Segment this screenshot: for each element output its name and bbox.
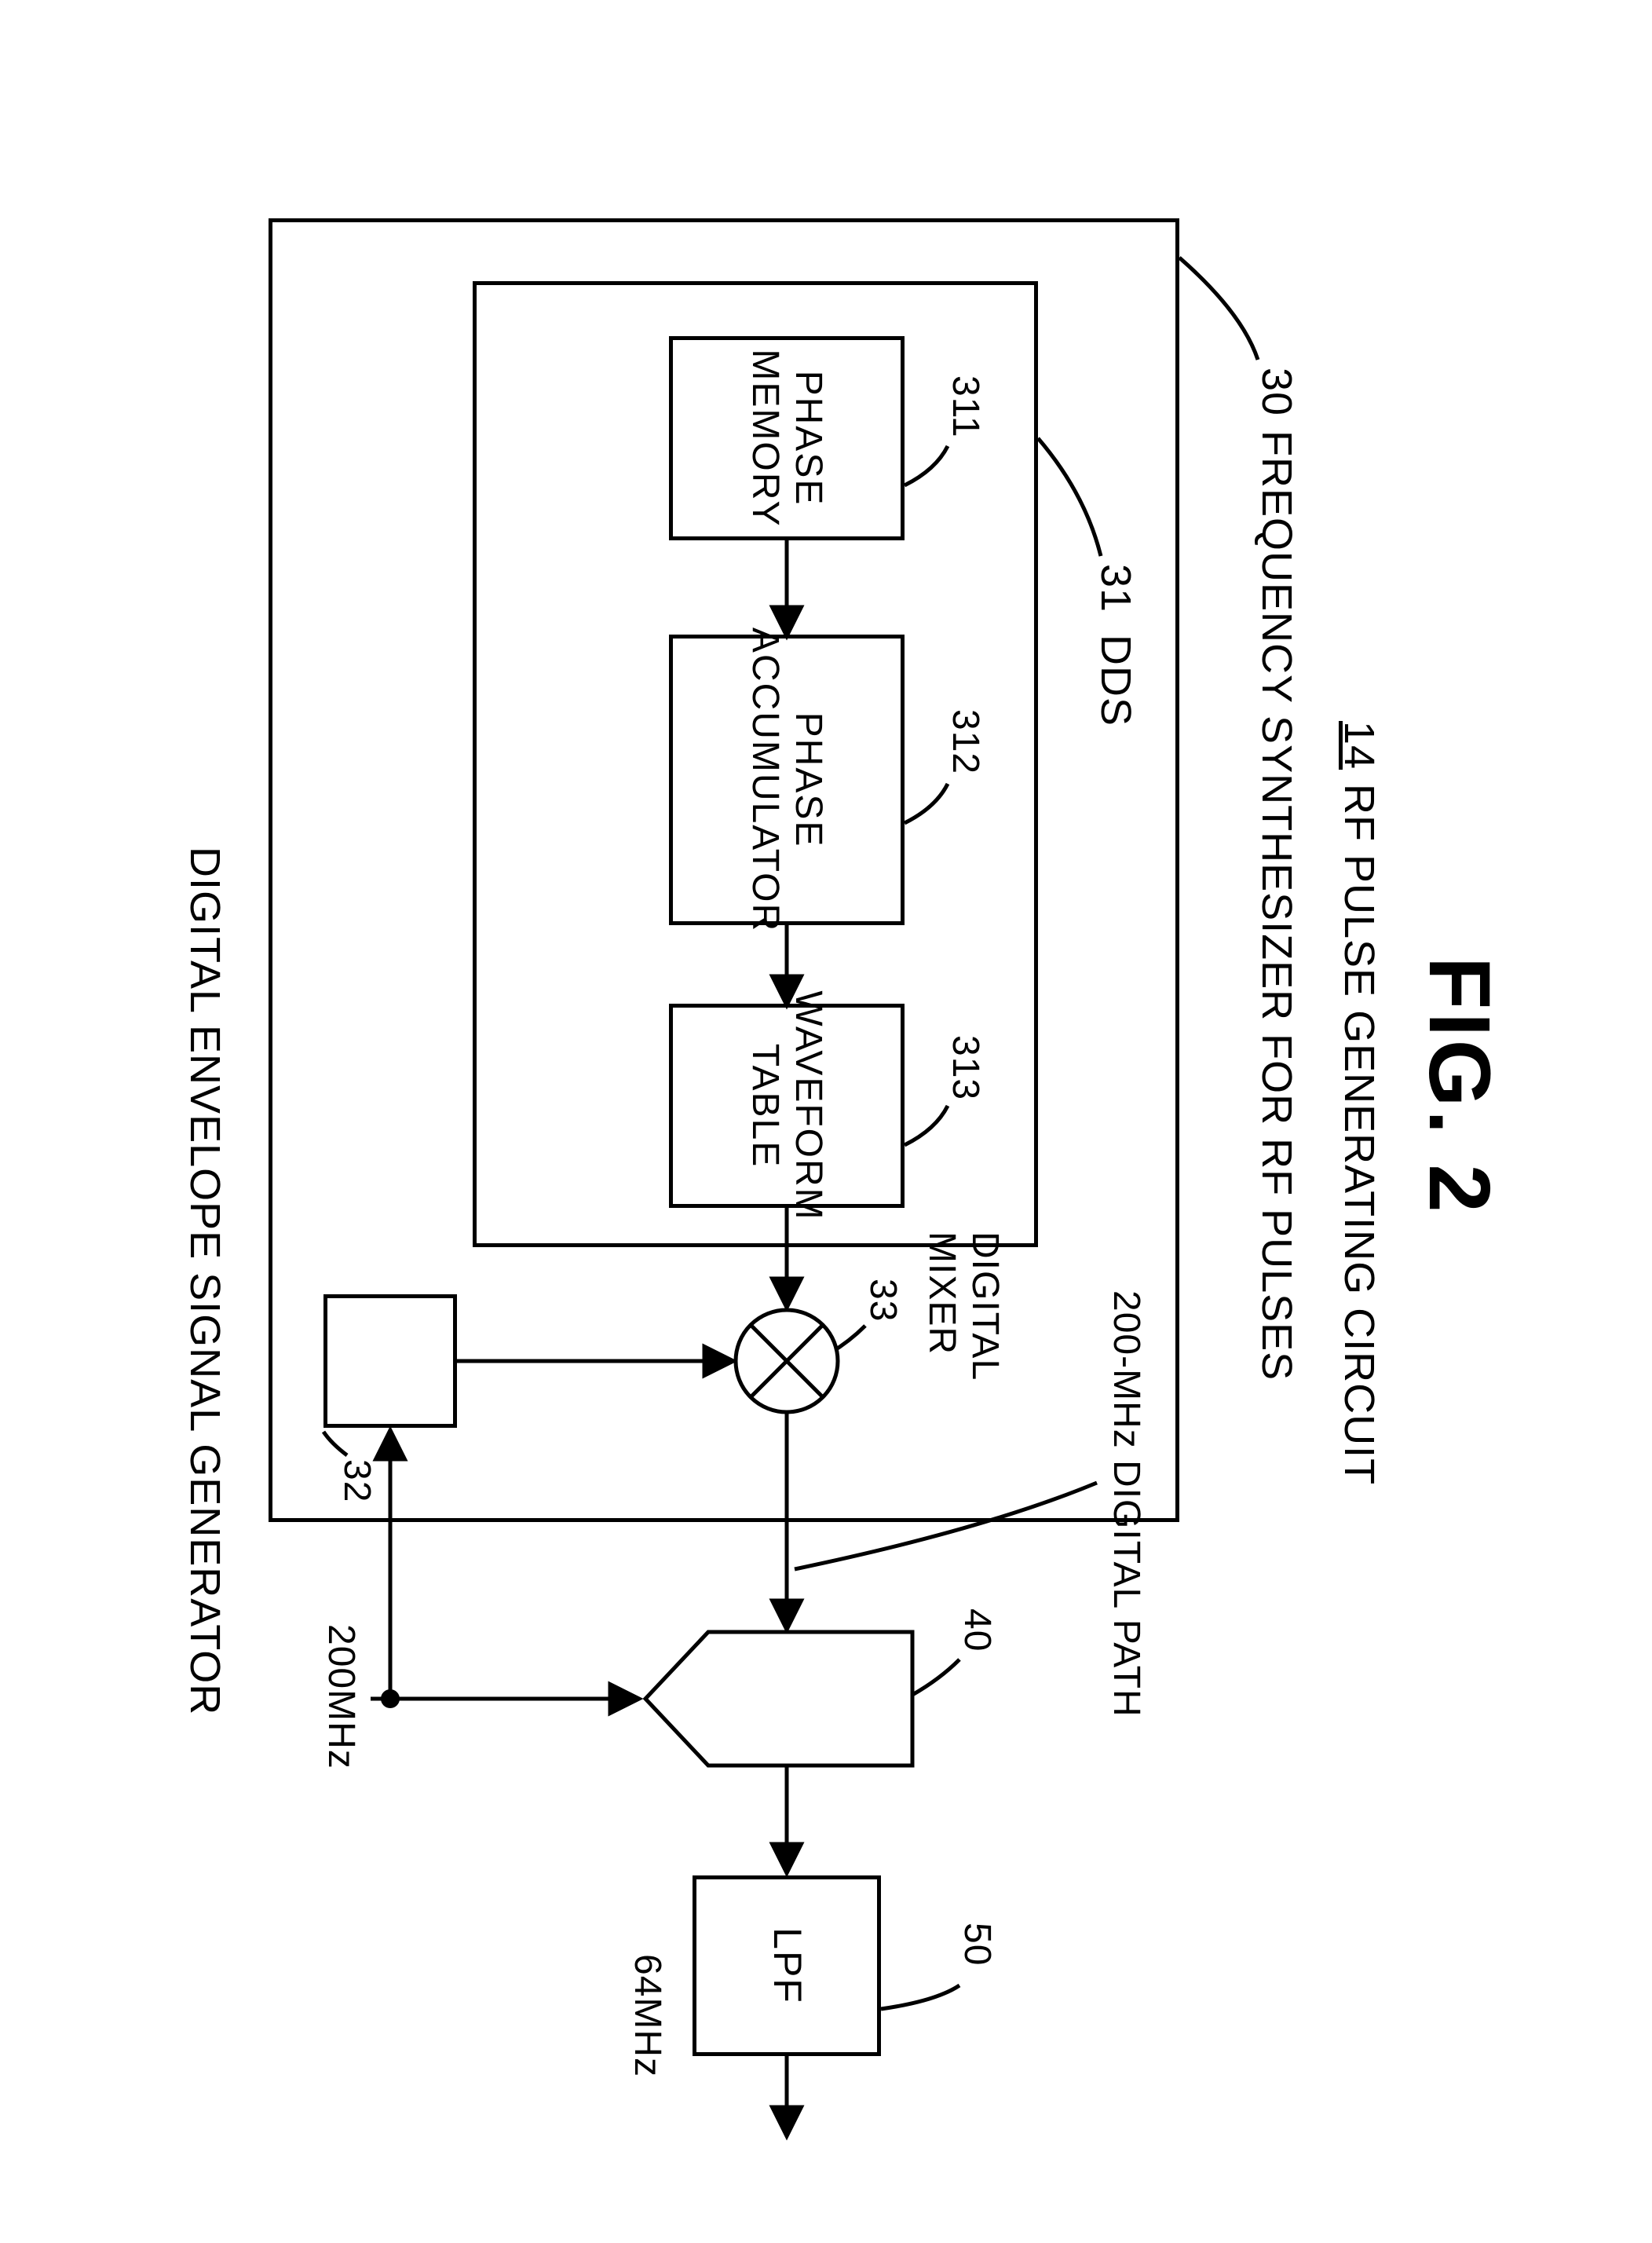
envelope-box bbox=[323, 1294, 457, 1428]
mixer-ref: 33 bbox=[861, 1279, 905, 1322]
da-ref: 40 bbox=[956, 1608, 999, 1652]
lpf-ref: 50 bbox=[956, 1923, 999, 1966]
circuit-label-num: 14 bbox=[1335, 721, 1383, 770]
phase-memory-ref: 311 bbox=[944, 375, 987, 438]
phase-accum-label: PHASEACCUMULATOR bbox=[673, 639, 901, 921]
circuit-label-text: RF PULSE GENERATING CIRCUIT bbox=[1335, 784, 1383, 1485]
digital-path-label: 200-MHz DIGITAL PATH bbox=[1105, 1290, 1148, 1718]
phase-memory-label: PHASEMEMORY bbox=[673, 340, 901, 536]
envelope-label: DIGITAL ENVELOPE SIGNAL GENERATOR bbox=[181, 847, 229, 1715]
envelope-ref: 32 bbox=[335, 1459, 378, 1502]
phase-accum-box: PHASEACCUMULATOR bbox=[669, 635, 905, 925]
lpf-box: LPF bbox=[693, 1875, 881, 2056]
waveform-label: WAVEFORMTABLE bbox=[673, 1008, 901, 1204]
waveform-ref: 313 bbox=[944, 1035, 987, 1100]
mixer-label: DIGITALMIXER bbox=[920, 1231, 1007, 1381]
synth-ref: 30 bbox=[1252, 368, 1301, 416]
output-label: 64MHz bbox=[626, 1954, 669, 2077]
diagram: FIG. 2 14 RF PULSE GENERATING CIRCUIT 30… bbox=[119, 101, 1533, 2142]
synth-label: FREQUENCY SYNTHESIZER FOR RF PULSES bbox=[1252, 430, 1301, 1381]
da-label: D/A bbox=[769, 1659, 814, 1727]
dds-label: DDS bbox=[1091, 635, 1140, 726]
waveform-box: WAVEFORMTABLE bbox=[669, 1004, 905, 1208]
page: FIG. 2 14 RF PULSE GENERATING CIRCUIT 30… bbox=[0, 0, 1652, 2243]
dds-ref: 31 bbox=[1091, 564, 1140, 613]
phase-memory-box: PHASEMEMORY bbox=[669, 336, 905, 540]
clock-label: 200MHz bbox=[320, 1624, 363, 1769]
rotated-container: FIG. 2 14 RF PULSE GENERATING CIRCUIT 30… bbox=[119, 101, 1533, 2142]
figure-title: FIG. 2 bbox=[1409, 957, 1509, 1216]
lpf-label: LPF bbox=[696, 1879, 877, 2052]
phase-accum-ref: 312 bbox=[944, 709, 987, 774]
